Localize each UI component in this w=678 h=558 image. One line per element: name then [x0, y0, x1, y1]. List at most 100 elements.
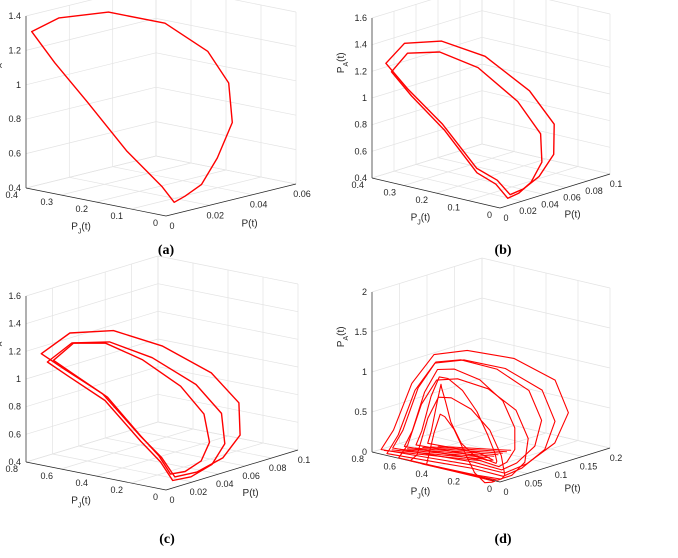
grid-line — [25, 155, 157, 189]
x-axis-label: P(t) — [241, 218, 257, 229]
grid-line — [60, 162, 192, 196]
y-tick-label: 0.4 — [415, 469, 428, 479]
z-tick-label: 1.6 — [8, 291, 21, 301]
grid-line — [481, 377, 611, 409]
x-tick-label: 0.02 — [519, 206, 537, 216]
subplot-d: 00.050.10.150.200.20.40.60.800.511.52P(t… — [336, 257, 623, 547]
grid-line — [25, 18, 157, 51]
x-tick-label: 0.04 — [216, 479, 234, 489]
grid-line — [371, 116, 483, 152]
grid-line — [25, 283, 159, 325]
trajectory-streak — [422, 447, 503, 454]
grid-line — [481, 116, 611, 148]
subplot-a: 0 0.02 0.04 0.06 0 0.1 0.2 0.3 0.40.4 0.6 0.8 1 1.2 1… — [0, 0, 311, 258]
x-axis-line — [499, 173, 611, 209]
x-axis-line — [499, 447, 611, 483]
z-tick-label: 0.8 — [354, 120, 367, 130]
grid-line — [157, 393, 299, 423]
y-tick-label: 0.3 — [40, 197, 53, 207]
y-axis-label: PJ(t) — [411, 213, 431, 227]
trajectory-line — [427, 383, 494, 461]
x-tick-label: 0 — [169, 495, 174, 505]
grid-line — [371, 10, 483, 46]
trajectory-line — [31, 11, 233, 203]
grid-line — [155, 155, 297, 185]
x-tick-label: 0.1 — [555, 470, 568, 480]
x-tick-label: 0.06 — [242, 471, 260, 481]
x-tick-label: 0.08 — [269, 463, 287, 473]
grid-line — [371, 417, 483, 453]
x-tick-label: 0.02 — [207, 210, 225, 220]
x-tick-label: 0.05 — [525, 479, 543, 489]
z-tick-label: 0.6 — [354, 146, 367, 156]
grid-line — [371, 143, 483, 179]
y-tick-label: 0 — [487, 484, 492, 494]
z-tick-label: 1 — [16, 374, 21, 384]
y-tick-label: 0.2 — [415, 195, 428, 205]
grid-line — [481, 337, 611, 369]
trajectory-streak — [407, 448, 495, 457]
y-tick-label: 0.2 — [75, 204, 88, 214]
trajectory-line — [390, 51, 543, 199]
x-axis-label: P(t) — [243, 488, 259, 499]
z-axis-label: PA(t) — [336, 52, 350, 73]
trajectory-line — [40, 329, 241, 478]
y-axis-line — [25, 461, 167, 491]
z-tick-label: 1.2 — [354, 66, 367, 76]
trajectory-line — [421, 413, 496, 484]
panel-label-d: (d) — [494, 532, 511, 547]
y-tick-label: 0.4 — [75, 478, 88, 488]
x-tick-label: 0.06 — [293, 189, 311, 199]
grid-line — [25, 86, 157, 120]
y-tick-label: 0.1 — [447, 203, 460, 213]
trajectory-streak — [414, 447, 499, 456]
grid-line — [155, 86, 297, 116]
grid-line — [371, 257, 483, 293]
grid-line — [25, 0, 93, 17]
subplot-b: 0 0.02 0.04 0.06 0.08 0.1 0 0.1 0.2 0.3 0.40.4 0.6 0… — [336, 0, 622, 258]
grid-line — [25, 255, 159, 297]
y-tick-label: 0 — [153, 218, 158, 228]
grid-line — [371, 297, 483, 333]
trajectory-streak — [399, 448, 491, 459]
y-axis-label: PJ(t) — [71, 221, 91, 235]
trajectory-line — [380, 349, 569, 474]
z-tick-label: 1.6 — [354, 13, 367, 23]
y-axis-line — [371, 177, 501, 209]
grid-line — [157, 283, 299, 313]
trajectory-line — [46, 341, 226, 482]
z-tick-label: 0.4 — [354, 173, 367, 183]
z-tick-label: 1 — [362, 93, 367, 103]
grid-line — [157, 421, 299, 451]
trajectory-streak — [383, 450, 482, 462]
grid-line — [60, 428, 194, 470]
x-tick-label: 0.06 — [563, 193, 581, 203]
grid-line — [481, 417, 611, 449]
y-tick-label: 0.3 — [383, 188, 396, 198]
x-tick-label: 0.2 — [610, 453, 623, 463]
panel-label-a: (a) — [158, 243, 175, 258]
z-tick-label: 1 — [16, 80, 21, 90]
z-axis-label: PA(t) — [336, 326, 350, 347]
z-tick-label: 0.8 — [8, 114, 21, 124]
trajectory-streak — [430, 446, 507, 453]
trajectory-line — [52, 342, 211, 475]
x-axis-line — [165, 449, 299, 491]
z-tick-label: 0.4 — [8, 183, 21, 193]
grid-line — [25, 52, 157, 86]
y-tick-label: 0.2 — [110, 485, 123, 495]
trajectory-line — [409, 396, 506, 481]
x-tick-label: 0 — [503, 213, 508, 223]
trajectory-line — [385, 40, 555, 196]
y-axis-label: PJ(t) — [71, 495, 91, 509]
y-tick-label: 0.1 — [110, 211, 123, 221]
grid-line — [95, 435, 229, 477]
z-tick-label: 0.6 — [8, 149, 21, 159]
grid-line — [155, 121, 297, 150]
z-tick-label: 1.4 — [8, 11, 21, 21]
subplot-c: 00.020.040.060.080.100.20.40.60.80.40.60… — [0, 255, 310, 547]
x-tick-label: 0 — [503, 487, 508, 497]
y-tick-label: 0.8 — [5, 464, 18, 474]
grid-line — [25, 393, 159, 435]
x-tick-label: 0.04 — [541, 199, 559, 209]
